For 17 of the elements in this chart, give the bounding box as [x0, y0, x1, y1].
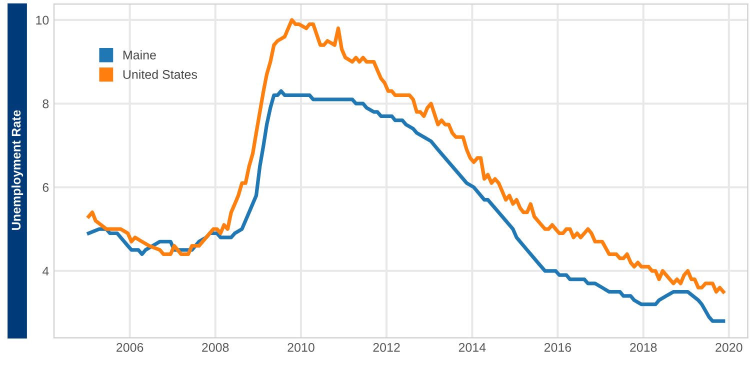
- y-tick-label: 6: [42, 183, 49, 192]
- legend-label: United States: [123, 70, 198, 79]
- x-tick-label: 2010: [288, 343, 314, 352]
- x-tick-label: 2020: [716, 343, 742, 352]
- y-tick-label: 4: [42, 266, 49, 276]
- line-series: [86, 18, 726, 294]
- x-tick-label: 2016: [544, 343, 572, 352]
- y-axis-title: Unemployment Rate: [11, 110, 24, 230]
- x-tick-label: 2008: [202, 343, 229, 352]
- y-tick-label: 10: [36, 16, 49, 25]
- line-series: [86, 89, 726, 323]
- x-tick-label: 2006: [116, 343, 144, 352]
- x-tick-label: 2018: [630, 343, 657, 352]
- legend-label: Maine: [123, 50, 156, 60]
- x-tick-label: 2014: [458, 343, 486, 352]
- y-tick-label: 8: [42, 99, 49, 108]
- x-tick-label: 2012: [373, 343, 400, 352]
